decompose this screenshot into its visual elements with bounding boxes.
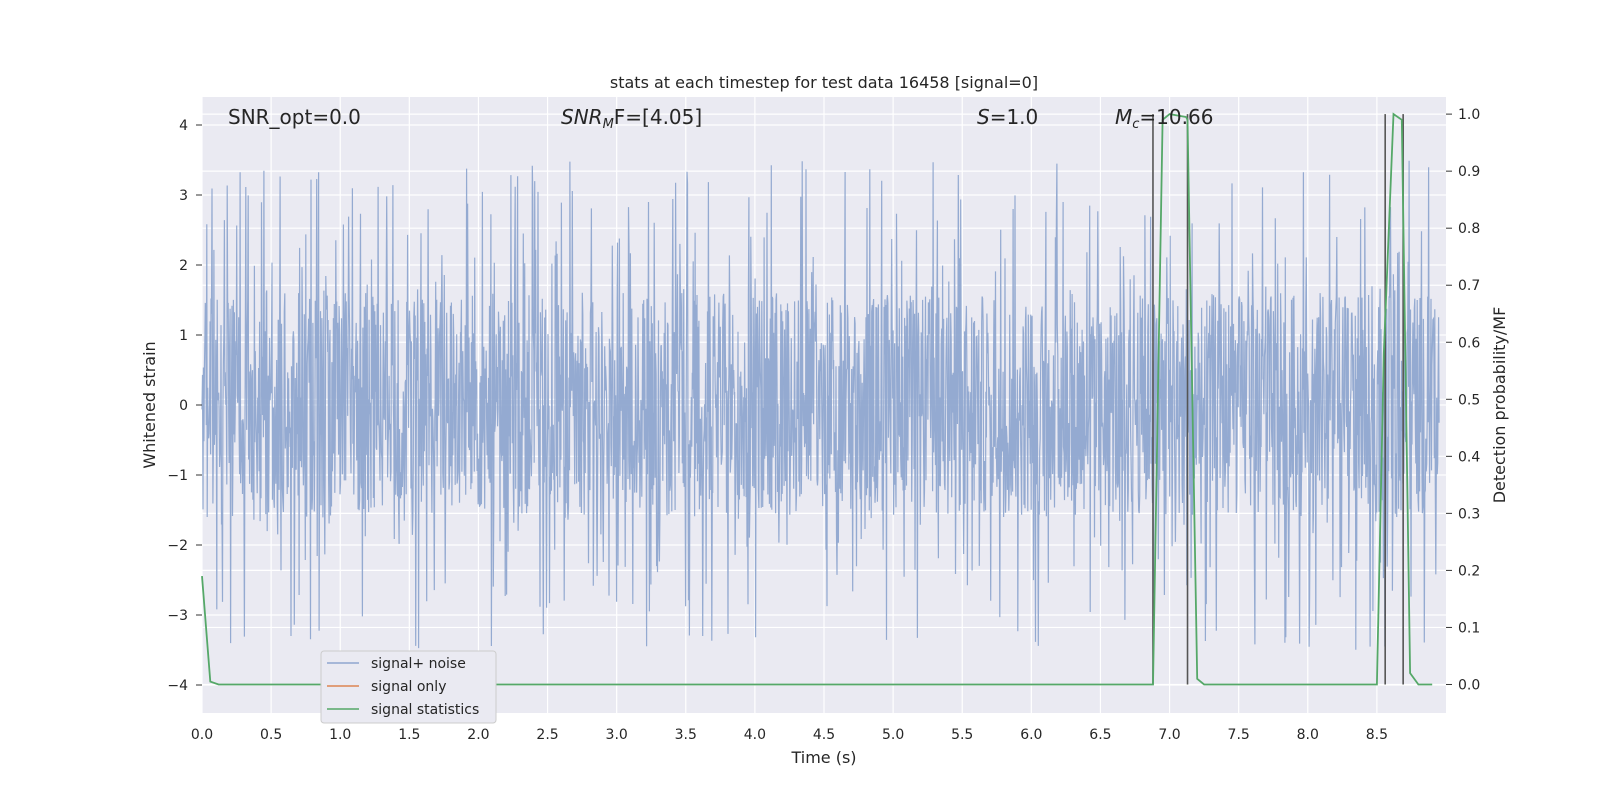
y-right-axis-label: Detection probability/MF (1490, 307, 1509, 504)
legend-label-signal-only: signal only (371, 679, 446, 695)
x-tick-label: 3.0 (606, 727, 628, 743)
y-tick-label: −2 (167, 538, 188, 554)
y-right-tick-label: 0.1 (1458, 620, 1480, 636)
y-tick-label: 3 (179, 188, 188, 204)
x-tick-label: 1.0 (329, 727, 351, 743)
y-tick-label: −3 (167, 608, 188, 624)
x-tick-label: 8.0 (1297, 727, 1319, 743)
y-right-tick-label: 0.3 (1458, 506, 1480, 522)
y-right-tick-label: 0.0 (1458, 677, 1480, 693)
series-signal-noise (201, 160, 1440, 650)
x-tick-label: 7.5 (1228, 727, 1250, 743)
x-tick-labels: 0.0 0.5 1.0 1.5 2.0 2.5 3.0 3.5 4.0 4.5 5.0 5.5 6.0 6… (191, 727, 1388, 743)
x-tick-label: 2.0 (467, 727, 489, 743)
y-tick-label: 4 (179, 118, 188, 134)
x-tick-label: 1.5 (398, 727, 420, 743)
y-right-tick-labels: 1.0 0.9 0.8 0.7 0.6 0.5 0.4 0.3 0.2 0.1 0.0 (1446, 107, 1480, 693)
signal-statistics-line (201, 112, 1433, 686)
x-tick-label: 0.0 (191, 727, 213, 743)
y-axis-label: Whitened strain (140, 341, 159, 468)
y-tick-labels: 4 3 2 1 0 −1 −2 −3 −4 (167, 118, 202, 694)
snr-opt-annotation: SNR_opt=0.0 (228, 105, 361, 129)
x-tick-label: 6.5 (1089, 727, 1111, 743)
legend-label-signal-statistics: signal statistics (371, 702, 479, 718)
signal-noise-line (201, 160, 1440, 650)
y-tick-label: 1 (179, 328, 188, 344)
x-tick-label: 4.0 (744, 727, 766, 743)
legend-box (320, 650, 497, 724)
y-right-tick-label: 0.2 (1458, 563, 1480, 579)
y-right-tick-label: 0.4 (1458, 449, 1480, 465)
legend-label-signal-noise: signal+ noise (371, 656, 466, 672)
y-right-tick-label: 1.0 (1458, 107, 1480, 123)
chart-title: stats at each timestep for test data 164… (610, 73, 1038, 92)
legend: signal+ noise signal only signal statist… (320, 650, 497, 724)
y-tick-label: −4 (167, 678, 188, 694)
x-tick-label: 2.5 (536, 727, 558, 743)
y-right-tick-label: 0.5 (1458, 392, 1480, 408)
snr-mf-annotation: SNRMF=[4.05] (561, 105, 702, 132)
y-right-tick-label: 0.6 (1458, 335, 1480, 351)
s-annotation: S=1.0 (977, 105, 1038, 129)
x-tick-label: 0.5 (260, 727, 282, 743)
x-tick-label: 8.5 (1366, 727, 1388, 743)
y-tick-label: −1 (167, 468, 188, 484)
x-tick-label: 5.5 (951, 727, 973, 743)
mc-annotation: Mc=10.66 (1115, 105, 1213, 132)
x-tick-label: 7.0 (1158, 727, 1180, 743)
y-right-tick-label: 0.9 (1458, 164, 1480, 180)
series-signal-statistics (201, 112, 1433, 686)
y-right-tick-label: 0.7 (1458, 278, 1480, 294)
x-axis-label: Time (s) (790, 748, 856, 767)
x-tick-label: 4.5 (813, 727, 835, 743)
y-tick-label: 2 (179, 258, 188, 274)
x-tick-label: 6.0 (1020, 727, 1042, 743)
x-tick-label: 3.5 (675, 727, 697, 743)
y-right-tick-label: 0.8 (1458, 221, 1480, 237)
x-tick-label: 5.0 (882, 727, 904, 743)
y-tick-label: 0 (179, 398, 188, 414)
